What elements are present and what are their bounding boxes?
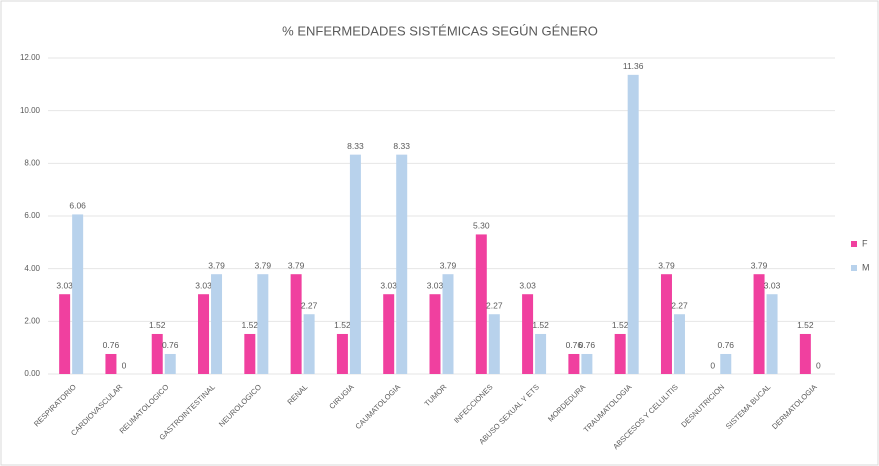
value-label: 1.52 [797, 320, 814, 330]
value-label: 2.27 [301, 300, 318, 310]
value-label: 8.33 [393, 141, 410, 151]
y-tick-label: 8.00 [24, 158, 40, 167]
bar [614, 333, 626, 374]
y-tick-label: 10.00 [20, 106, 41, 115]
value-label: 3.03 [380, 280, 397, 290]
bar [581, 353, 593, 374]
y-tick-label: 2.00 [24, 316, 40, 325]
value-label: 3.79 [288, 260, 305, 270]
value-label: 5.30 [473, 221, 490, 231]
value-label: 3.79 [440, 260, 457, 270]
value-label: 1.52 [242, 320, 259, 330]
bar [105, 353, 117, 374]
bar [568, 353, 580, 374]
value-label: 0.76 [717, 340, 734, 350]
bar [396, 154, 408, 374]
value-label: 2.27 [486, 300, 503, 310]
legend-label: F [862, 238, 868, 248]
y-tick-label: 4.00 [24, 264, 40, 273]
value-label: 3.79 [658, 260, 675, 270]
value-label: 1.52 [334, 320, 351, 330]
y-tick-label: 6.00 [24, 211, 40, 220]
bar [442, 274, 454, 374]
value-label: 8.33 [347, 141, 364, 151]
value-label: 6.06 [69, 201, 86, 211]
value-label: 3.03 [764, 280, 781, 290]
bar [673, 314, 685, 374]
bar [799, 333, 811, 374]
bar [720, 353, 732, 374]
y-tick-label: 0.00 [24, 369, 40, 378]
bar [488, 314, 500, 374]
bar [627, 74, 639, 374]
bar [257, 274, 269, 374]
bar [336, 333, 348, 374]
bar [475, 234, 487, 374]
value-label: 3.03 [427, 280, 444, 290]
value-label: 0 [816, 360, 821, 370]
legend-swatch [851, 265, 857, 271]
bar [383, 294, 395, 374]
bar [766, 294, 778, 374]
value-label: 0 [122, 360, 127, 370]
bar [72, 214, 84, 374]
value-label: 0.76 [579, 340, 596, 350]
bar [244, 333, 256, 374]
value-label: 1.52 [612, 320, 629, 330]
bar [164, 353, 176, 374]
bar [535, 333, 547, 374]
chart-title: % ENFERMEDADES SISTÉMICAS SEGÚN GÉNERO [282, 23, 598, 38]
value-label: 2.27 [671, 300, 688, 310]
bar [753, 274, 765, 374]
bar [349, 154, 361, 374]
bar [303, 314, 315, 374]
y-tick-label: 12.00 [20, 53, 41, 62]
bar [59, 294, 71, 374]
value-label: 3.79 [751, 260, 768, 270]
value-label: 1.52 [149, 320, 166, 330]
bar [290, 274, 302, 374]
value-label: 0 [710, 360, 715, 370]
value-label: 3.03 [195, 280, 212, 290]
value-label: 11.36 [623, 61, 644, 71]
value-label: 0.76 [162, 340, 179, 350]
legend-label: M [862, 262, 870, 272]
legend-swatch [851, 241, 857, 247]
value-label: 3.03 [56, 280, 73, 290]
bar [660, 274, 672, 374]
value-label: 3.03 [519, 280, 536, 290]
value-label: 1.52 [532, 320, 549, 330]
bar [151, 333, 163, 374]
bar [211, 274, 223, 374]
bar [522, 294, 534, 374]
value-label: 0.76 [566, 340, 583, 350]
value-label: 3.79 [255, 260, 272, 270]
value-label: 3.79 [208, 260, 225, 270]
bar [429, 294, 441, 374]
value-label: 0.76 [103, 340, 120, 350]
bar [198, 294, 210, 374]
